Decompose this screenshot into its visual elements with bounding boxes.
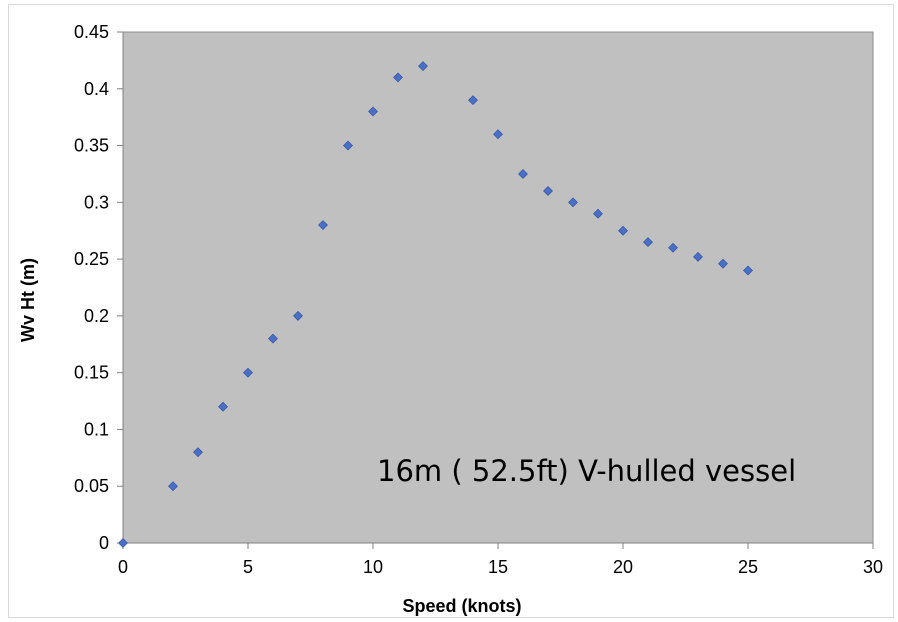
x-tick-label: 15 <box>488 557 508 577</box>
data-point <box>693 251 703 262</box>
x-tick-label: 0 <box>118 557 128 577</box>
x-tick-label: 25 <box>738 557 758 577</box>
data-point <box>293 310 303 321</box>
y-tick-label: 0 <box>99 533 109 553</box>
data-point <box>243 367 253 378</box>
y-tick-label: 0.05 <box>74 476 109 496</box>
x-axis-title: Speed (knots) <box>402 596 521 616</box>
data-point <box>568 197 578 208</box>
data-point <box>468 95 478 106</box>
data-point <box>543 186 553 196</box>
data-point <box>193 447 203 458</box>
data-point <box>218 401 228 412</box>
x-tick-label: 10 <box>363 557 383 577</box>
y-axis-title: Wv Ht (m) <box>18 258 38 342</box>
data-point <box>268 333 278 344</box>
chart-annotation: 16m ( 52.5ft) V-hulled vessel <box>377 454 796 488</box>
data-point <box>368 106 378 117</box>
data-point <box>518 169 528 179</box>
data-point <box>418 61 428 71</box>
data-point <box>618 225 628 236</box>
y-tick-label: 0.2 <box>84 306 109 326</box>
data-point <box>393 72 403 83</box>
x-axis: 0 5 10 15 20 25 30 <box>118 542 883 577</box>
data-point <box>743 265 753 276</box>
data-point <box>318 220 328 230</box>
data-point <box>493 129 503 140</box>
data-point <box>343 140 353 151</box>
plot-area <box>122 31 874 544</box>
y-tick-label: 0.3 <box>84 192 109 212</box>
y-tick-label: 0.1 <box>84 419 109 439</box>
y-tick-label: 0.15 <box>74 363 109 383</box>
y-tick-label: 0.45 <box>74 22 109 42</box>
x-tick-label: 20 <box>613 557 633 577</box>
x-tick-label: 5 <box>243 557 253 577</box>
data-point <box>593 208 603 219</box>
data-points <box>118 61 753 548</box>
data-point <box>643 237 653 248</box>
y-tick-label: 0.4 <box>84 79 109 99</box>
y-tick-label: 0.35 <box>74 136 109 156</box>
data-point <box>168 481 178 492</box>
data-point <box>118 538 128 548</box>
y-axis: 0 0.05 0.1 0.15 0.2 0.25 0.3 0.35 0.4 0.45 <box>74 22 124 553</box>
y-tick-label: 0.25 <box>74 249 109 269</box>
data-point <box>668 242 678 253</box>
data-point <box>718 258 728 269</box>
x-tick-label: 30 <box>863 557 883 577</box>
